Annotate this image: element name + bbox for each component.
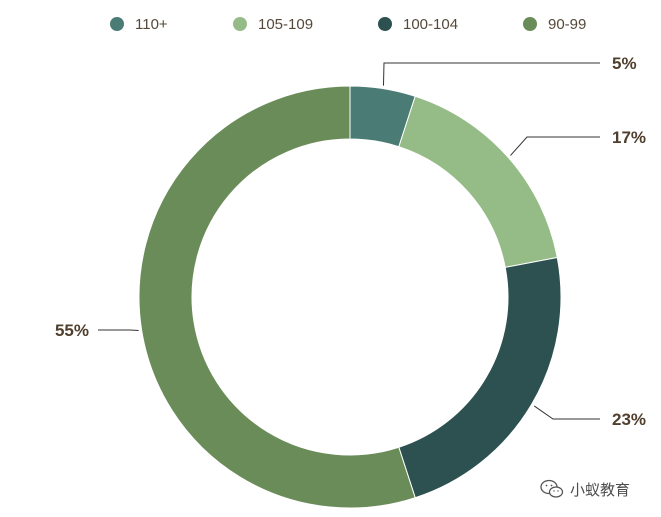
legend-label: 105-109: [258, 16, 313, 33]
leader-line: [382, 62, 600, 86]
legend-marker: [378, 17, 392, 31]
legend-item-105-109: 105-109: [233, 16, 313, 33]
data-label-100-104: 23%: [612, 410, 646, 429]
legend-label: 90-99: [548, 16, 586, 33]
leader-line: [510, 136, 600, 156]
watermark: 小蚁教育: [540, 478, 630, 500]
donut-slices: [138, 85, 562, 509]
legend: 110+ 105-109 100-104 90-99: [110, 16, 586, 33]
legend-item-90-99: 90-99: [523, 16, 586, 33]
data-labels: 5% 17% 23% 55%: [55, 54, 646, 429]
legend-label: 110+: [135, 16, 168, 33]
data-label-110-plus: 5%: [612, 54, 637, 73]
legend-label: 100-104: [403, 16, 458, 33]
data-label-90-99: 55%: [55, 321, 89, 340]
legend-marker: [110, 17, 124, 31]
leader-line: [533, 405, 600, 420]
data-label-105-109: 17%: [612, 128, 646, 147]
slice-105-109: [398, 95, 558, 268]
slice-90-99: [138, 85, 416, 509]
legend-marker: [233, 17, 247, 31]
watermark-text: 小蚁教育: [570, 480, 631, 499]
legend-item-110-plus: 110+: [110, 16, 168, 33]
slice-100-104: [398, 256, 562, 499]
wechat-icon: [540, 479, 564, 498]
legend-item-100-104: 100-104: [378, 16, 458, 33]
legend-marker: [523, 17, 537, 31]
